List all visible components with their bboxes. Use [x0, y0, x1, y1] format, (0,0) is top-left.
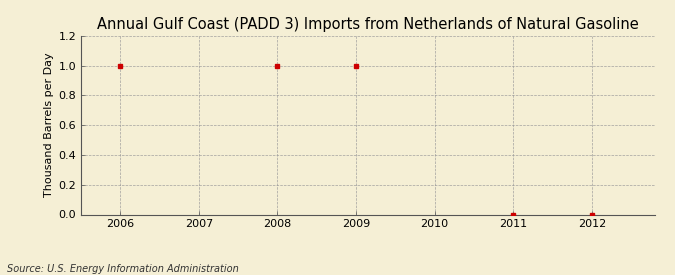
- Text: Source: U.S. Energy Information Administration: Source: U.S. Energy Information Administ…: [7, 264, 238, 274]
- Title: Annual Gulf Coast (PADD 3) Imports from Netherlands of Natural Gasoline: Annual Gulf Coast (PADD 3) Imports from …: [97, 17, 639, 32]
- Y-axis label: Thousand Barrels per Day: Thousand Barrels per Day: [45, 53, 54, 197]
